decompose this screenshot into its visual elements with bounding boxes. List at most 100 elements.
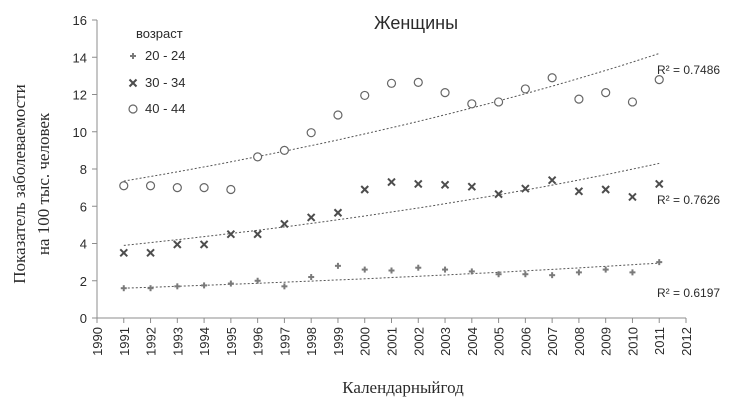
data-point-series-1 [254, 277, 261, 284]
data-point-series-2 [199, 240, 209, 249]
data-point-series-2 [173, 240, 182, 249]
x-marker-b [521, 184, 530, 193]
data-point-series-3 [279, 145, 290, 155]
data-point-series-3 [601, 88, 611, 98]
data-point-series-2 [655, 179, 664, 189]
data-points [119, 73, 664, 292]
x-tick-label: 2003 [438, 327, 453, 356]
data-point-series-3 [333, 110, 343, 120]
data-point-series-3 [360, 90, 370, 101]
y-tick-label: 8 [80, 162, 87, 177]
data-point-series-1 [120, 285, 127, 292]
chart-title: Женщины [374, 13, 458, 33]
x-marker-b [440, 180, 450, 190]
data-point-series-1 [602, 266, 609, 273]
data-point-series-2 [280, 219, 289, 229]
data-point-series-3 [413, 77, 423, 87]
y-tick-label: 6 [80, 199, 87, 214]
data-point-series-3 [253, 152, 263, 162]
legend-label-series-1: 20 - 24 [145, 48, 185, 63]
x-tick-label: 2011 [652, 327, 667, 355]
trendline-series-1 [123, 262, 660, 289]
y-tick-label: 10 [73, 125, 87, 140]
x-tick-label: 2012 [679, 327, 694, 356]
r2-label-series-1: R² = 0.6197 [657, 286, 720, 300]
data-point-series-1 [201, 282, 208, 289]
axes: 0 2 4 6 8 10 12 14 16 1990 1991 1992 1993 1994 1995 199… [73, 13, 694, 356]
x-marker-b [574, 187, 584, 196]
y-tick-label: 14 [73, 50, 87, 65]
data-point-series-3 [386, 78, 397, 88]
x-tick-label: 1997 [277, 327, 292, 356]
x-marker-b [601, 185, 610, 194]
data-point-series-1 [361, 266, 368, 273]
data-point-series-3 [654, 74, 664, 85]
data-point-series-1 [334, 262, 341, 269]
x-marker-b [494, 189, 503, 199]
legend: возраст 20 - 24 30 - 34 40 - 44 [128, 26, 185, 116]
x-marker-b [414, 179, 423, 189]
data-point-series-1 [415, 264, 422, 271]
x-marker-b [128, 78, 138, 88]
data-point-series-3 [119, 181, 129, 191]
x-tick-label: 1993 [170, 327, 185, 356]
data-point-series-1 [388, 267, 395, 274]
data-point-series-2 [226, 229, 236, 239]
x-tick-label: 2000 [358, 327, 373, 356]
x-marker-b [360, 185, 369, 194]
data-point-series-2 [333, 208, 343, 217]
data-point-series-2 [521, 184, 530, 193]
y-axis-label-line2: на 100 тыс. человек [34, 112, 53, 255]
r2-label-series-2: R² = 0.7626 [657, 193, 720, 207]
x-tick-label: 2009 [599, 327, 614, 356]
y-tick-label: 2 [80, 274, 87, 289]
data-point-series-2 [146, 248, 155, 258]
data-point-series-1 [656, 259, 663, 266]
data-point-series-3 [467, 99, 477, 109]
x-tick-label: 2001 [385, 327, 400, 356]
data-point-series-3 [226, 184, 236, 195]
x-tick-label: 1998 [304, 327, 319, 356]
x-marker-b [173, 240, 182, 249]
data-point-series-2 [119, 248, 128, 258]
x-tick-label: 1999 [331, 327, 346, 356]
data-point-series-1 [468, 268, 475, 275]
trendlines [123, 53, 660, 289]
data-point-series-3 [574, 94, 584, 104]
x-tick-label: 1991 [117, 327, 132, 356]
trendline-series-2 [123, 162, 660, 246]
legend-marker-series-2 [128, 78, 138, 88]
y-tick-label: 0 [80, 311, 87, 326]
data-point-series-1 [495, 271, 502, 278]
data-point-series-2 [440, 180, 450, 190]
data-point-series-2 [387, 177, 396, 187]
x-tick-label: 2002 [411, 327, 426, 356]
data-point-series-1 [522, 271, 529, 278]
data-point-series-1 [629, 269, 636, 276]
legend-marker-series-3 [128, 104, 138, 114]
r2-label-series-3: R² = 0.7486 [657, 63, 720, 77]
x-tick-label: 2004 [465, 327, 480, 356]
x-axis-label: Календарныйгод [342, 378, 464, 397]
x-tick-label: 1995 [224, 327, 239, 356]
data-point-series-3 [520, 84, 530, 94]
data-point-series-3 [199, 183, 209, 193]
data-point-series-2 [360, 185, 369, 194]
x-marker-b [628, 192, 637, 202]
y-tick-label: 16 [73, 13, 87, 28]
data-point-series-2 [601, 185, 610, 194]
data-point-series-1 [442, 266, 449, 273]
x-marker-b [306, 213, 316, 222]
y-tick-label: 4 [80, 237, 87, 252]
x-marker-b [333, 208, 343, 217]
data-point-series-3 [440, 88, 450, 98]
legend-marker-series-1 [130, 53, 136, 59]
data-point-series-1 [575, 269, 582, 276]
x-marker-b [226, 229, 236, 239]
x-tick-label: 2006 [518, 327, 533, 356]
x-marker-b [547, 175, 557, 185]
legend-title: возраст [136, 26, 183, 41]
x-tick-label: 1994 [197, 327, 212, 356]
data-point-series-3 [627, 97, 638, 107]
